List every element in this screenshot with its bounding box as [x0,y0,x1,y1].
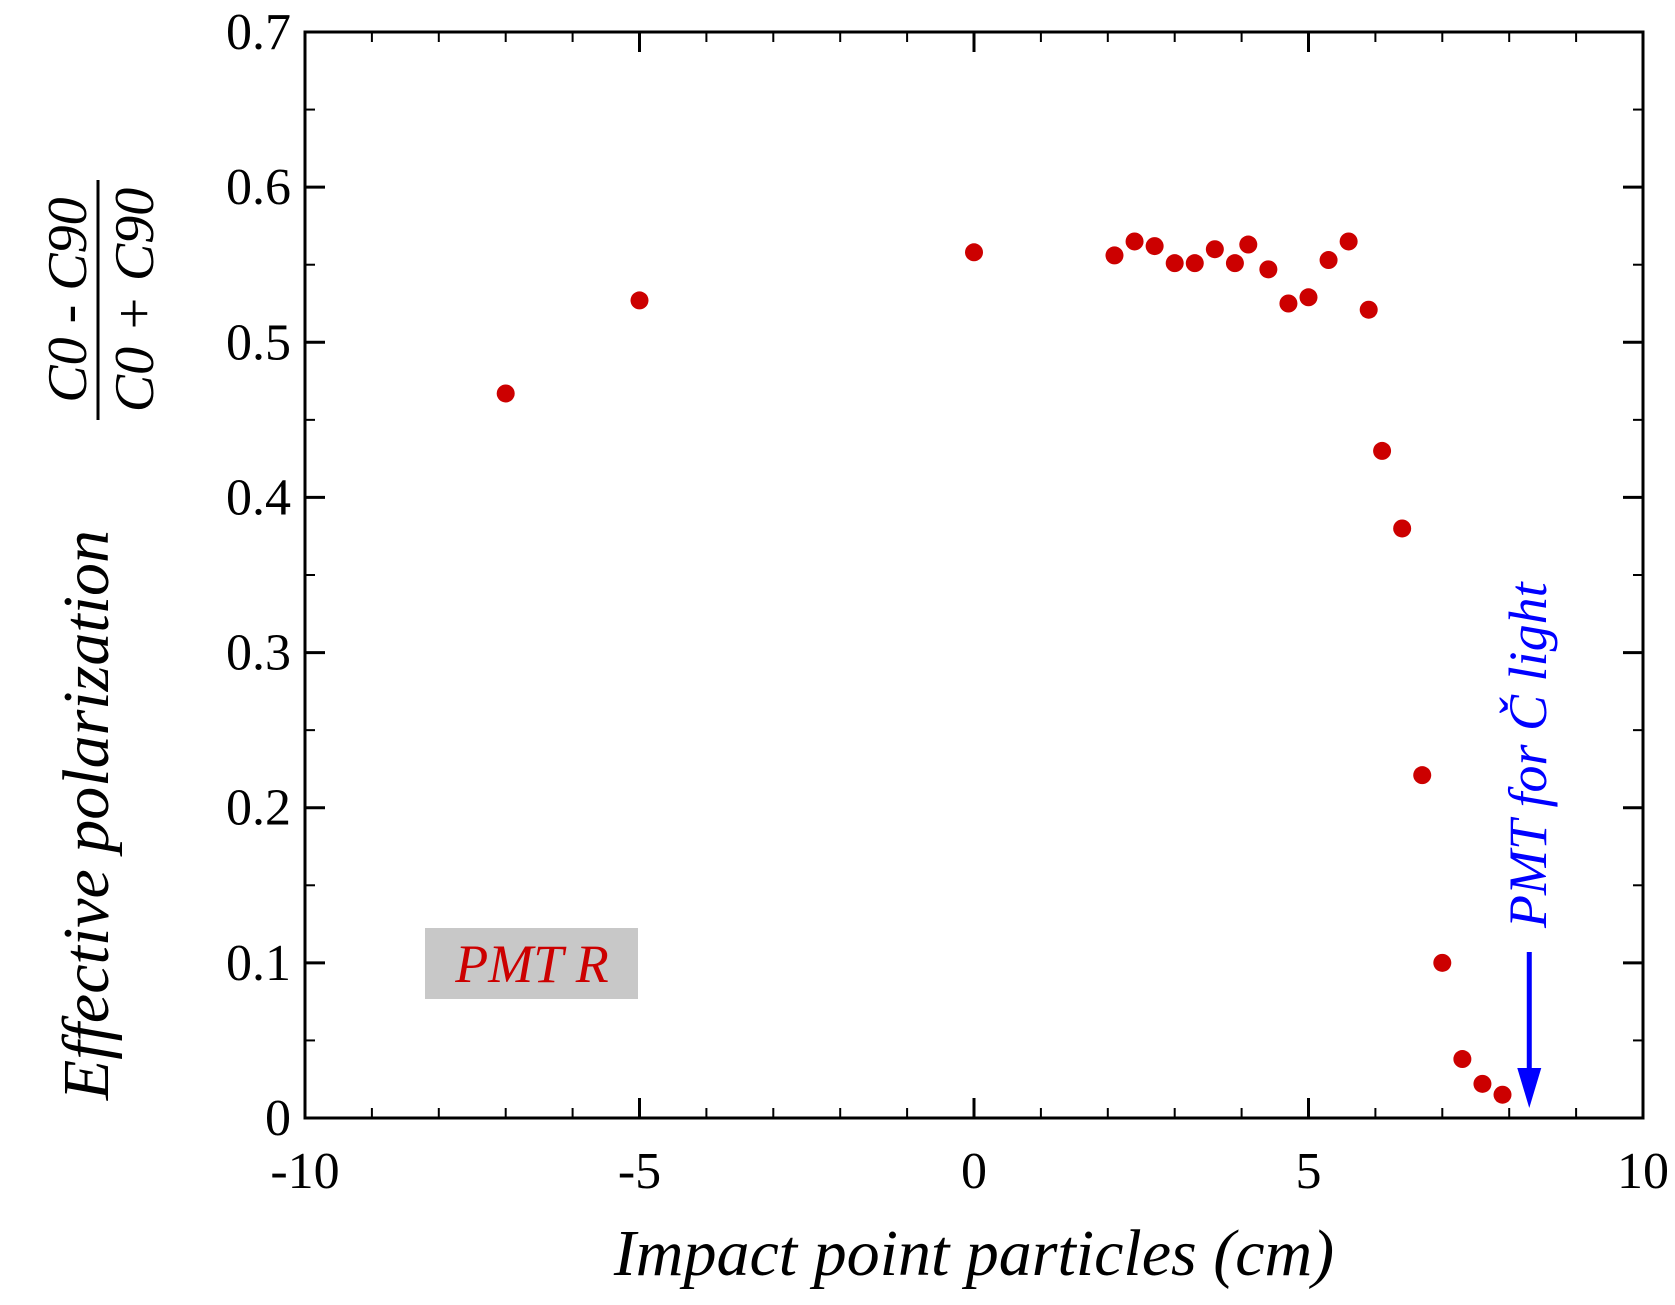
data-point [1125,232,1144,251]
data-point [1359,300,1378,319]
x-tick-label: 10 [1617,1143,1669,1200]
pmt-annotation-arrowhead [1517,1068,1542,1108]
data-point [496,384,515,403]
data-point [1339,232,1358,251]
legend-label: PMT R [454,934,609,994]
x-tick-label: 0 [961,1143,987,1200]
data-point [1165,254,1184,273]
y-tick-label: 0.5 [226,314,291,371]
data-point [1453,1050,1472,1069]
legend-label-box: PMT R [425,928,638,999]
x-tick-labels: -10 -5 0 5 10 [270,1143,1669,1200]
y-tick-label: 0.6 [226,159,291,216]
data-point [1473,1074,1492,1093]
pmt-annotation-text: PMT for Č light [1498,580,1558,929]
y-tick-label: 0.4 [226,469,291,526]
y-axis-fraction-numerator: C0 - C90 [37,197,99,402]
data-point [1185,254,1204,273]
data-point [1105,246,1124,265]
y-tick-label: 0.2 [226,780,291,837]
data-point [1373,441,1392,460]
data-point [1299,288,1318,307]
y-axis-fraction-denominator: C0 + C90 [104,188,166,413]
data-point [1393,519,1412,538]
y-axis-title-text: Effective polarization [50,530,123,1101]
plot-frame [303,30,1645,1120]
data-point [630,291,649,310]
pmt-annotation: PMT for Č light [1498,580,1558,1108]
data-point [965,243,983,262]
y-tick-labels: 0 0.1 0.2 0.3 0.4 0.5 0.6 0.7 [226,4,291,1147]
data-point [1259,260,1278,279]
x-tick-label: -5 [618,1143,661,1200]
y-tick-label: 0 [265,1090,291,1147]
data-point [1493,1085,1512,1104]
x-axis-title: Impact point particles (cm) [613,1217,1334,1290]
y-tick-label: 0.7 [226,4,291,61]
data-point [1225,254,1244,273]
minor-ticks [305,32,1643,1118]
data-point [1433,953,1452,972]
data-point [1413,766,1432,785]
legend-background [425,928,638,999]
x-tick-label: 5 [1296,1143,1322,1200]
data-point [1205,240,1224,259]
data-points [496,232,1512,1104]
y-tick-label: 0.1 [226,935,291,992]
data-point [1279,294,1298,313]
data-point [1319,251,1338,270]
y-tick-label: 0.3 [226,625,291,682]
x-tick-label: -10 [270,1143,339,1200]
data-point [1239,235,1258,254]
data-point [1145,237,1164,256]
y-axis-title: Effective polarization C0 - C90 C0 + C90 [37,180,166,1101]
